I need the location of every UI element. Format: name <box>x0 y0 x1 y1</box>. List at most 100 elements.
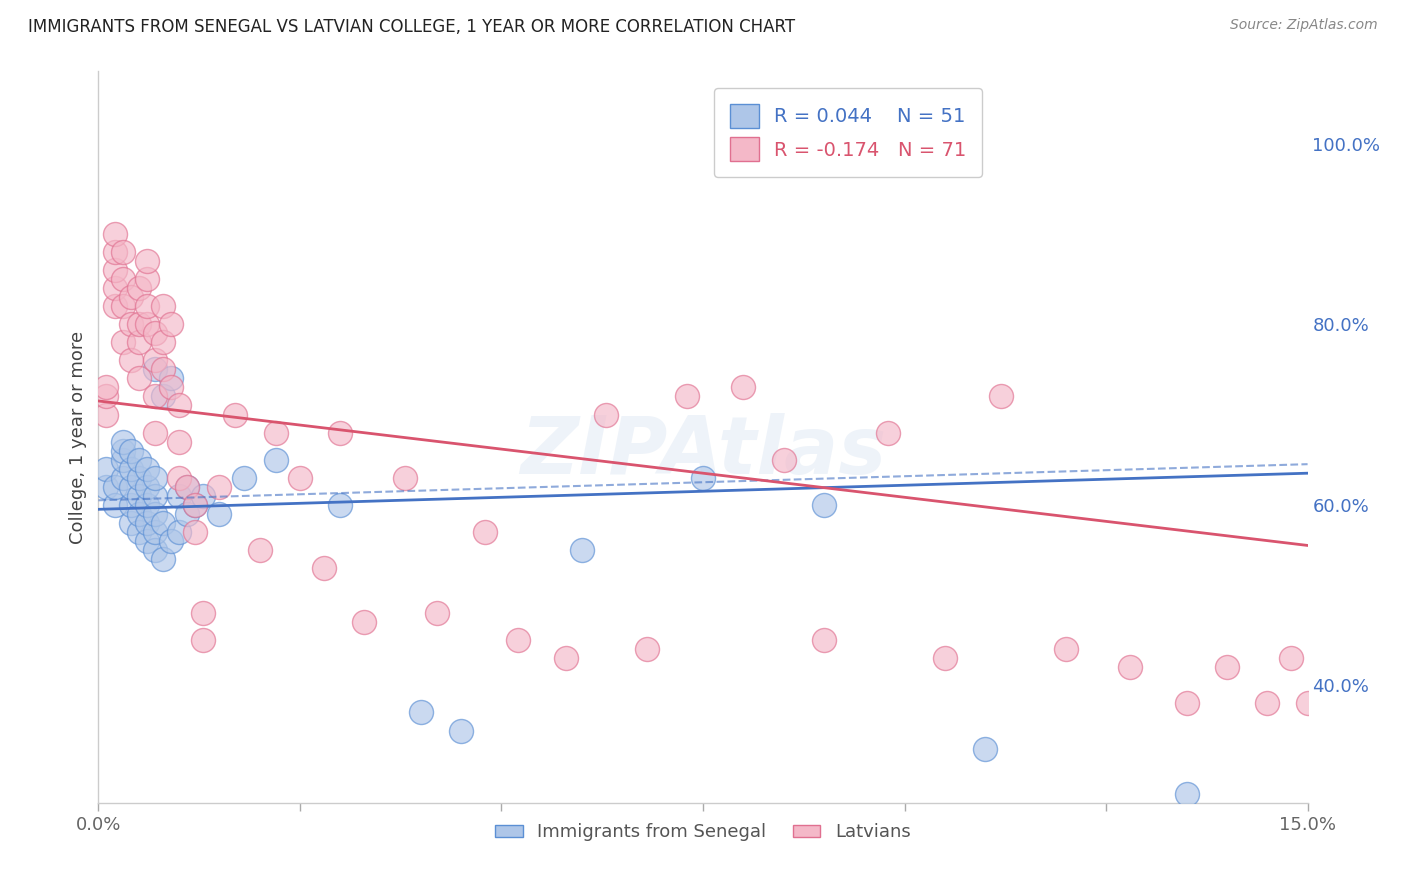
Point <box>135 461 157 475</box>
Point <box>167 399 190 413</box>
Point <box>128 371 150 385</box>
Point <box>111 443 134 458</box>
Point <box>934 651 956 665</box>
Point <box>160 533 183 548</box>
Point <box>96 461 118 475</box>
Point <box>135 498 157 512</box>
Point <box>1296 697 1319 711</box>
Point <box>152 335 174 350</box>
Point <box>128 507 150 521</box>
Point <box>103 480 125 494</box>
Point <box>974 741 997 756</box>
Point <box>1256 697 1278 711</box>
Point <box>1337 697 1360 711</box>
Point <box>224 408 246 422</box>
Point <box>249 543 271 558</box>
Point <box>1281 651 1303 665</box>
Point <box>176 480 198 494</box>
Point <box>135 480 157 494</box>
Point <box>595 408 617 422</box>
Point <box>208 507 231 521</box>
Point <box>474 524 496 539</box>
Point <box>120 516 142 530</box>
Point <box>1175 697 1198 711</box>
Point <box>143 362 166 376</box>
Point <box>111 452 134 467</box>
Point <box>264 452 287 467</box>
Point <box>877 425 900 440</box>
Point <box>167 471 190 485</box>
Point <box>571 543 593 558</box>
Point <box>506 633 529 648</box>
Point <box>1216 660 1239 674</box>
Point <box>160 380 183 394</box>
Text: ZIPAtlas: ZIPAtlas <box>520 413 886 491</box>
Point <box>152 516 174 530</box>
Point <box>143 353 166 368</box>
Point <box>184 498 207 512</box>
Point <box>692 471 714 485</box>
Point <box>167 524 190 539</box>
Point <box>353 615 375 630</box>
Point <box>813 633 835 648</box>
Text: Source: ZipAtlas.com: Source: ZipAtlas.com <box>1230 18 1378 32</box>
Point <box>120 290 142 304</box>
Point <box>450 723 472 738</box>
Point <box>264 425 287 440</box>
Point <box>103 281 125 295</box>
Point <box>103 299 125 313</box>
Point <box>135 516 157 530</box>
Point <box>288 471 311 485</box>
Legend: Immigrants from Senegal, Latvians: Immigrants from Senegal, Latvians <box>488 816 918 848</box>
Point <box>111 299 134 313</box>
Point <box>176 507 198 521</box>
Point <box>152 362 174 376</box>
Point <box>143 507 166 521</box>
Point <box>176 480 198 494</box>
Point <box>152 389 174 403</box>
Point <box>128 335 150 350</box>
Point <box>143 389 166 403</box>
Point <box>120 498 142 512</box>
Point <box>167 434 190 449</box>
Point <box>128 524 150 539</box>
Point <box>128 452 150 467</box>
Point <box>96 408 118 422</box>
Point <box>1312 660 1334 674</box>
Point <box>733 380 755 394</box>
Point <box>103 263 125 277</box>
Point <box>135 272 157 286</box>
Point <box>1175 787 1198 801</box>
Text: IMMIGRANTS FROM SENEGAL VS LATVIAN COLLEGE, 1 YEAR OR MORE CORRELATION CHART: IMMIGRANTS FROM SENEGAL VS LATVIAN COLLE… <box>28 18 796 36</box>
Point <box>128 317 150 331</box>
Point <box>96 480 118 494</box>
Point <box>96 380 118 394</box>
Point <box>103 244 125 259</box>
Point <box>120 317 142 331</box>
Point <box>329 498 352 512</box>
Point <box>184 498 207 512</box>
Y-axis label: College, 1 year or more: College, 1 year or more <box>69 331 87 543</box>
Point <box>1054 642 1077 657</box>
Point <box>111 272 134 286</box>
Point <box>111 335 134 350</box>
Point <box>813 498 835 512</box>
Point <box>167 489 190 503</box>
Point <box>103 227 125 241</box>
Point <box>208 480 231 494</box>
Point <box>152 299 174 313</box>
Point <box>143 524 166 539</box>
Point <box>120 461 142 475</box>
Point <box>120 480 142 494</box>
Point <box>143 489 166 503</box>
Point <box>135 299 157 313</box>
Point <box>1119 660 1142 674</box>
Point <box>103 498 125 512</box>
Point <box>193 606 215 620</box>
Point <box>329 425 352 440</box>
Point <box>111 434 134 449</box>
Point <box>676 389 699 403</box>
Point <box>184 524 207 539</box>
Point <box>636 642 658 657</box>
Point <box>135 317 157 331</box>
